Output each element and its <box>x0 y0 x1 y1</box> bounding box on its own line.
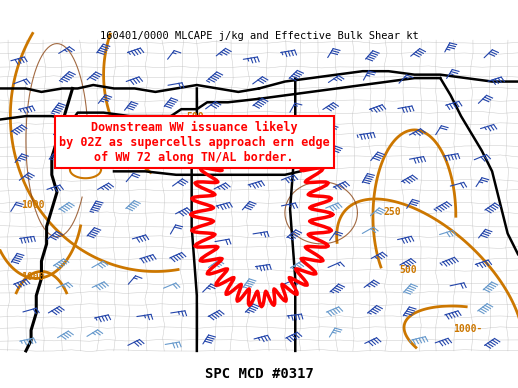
Text: SPC MCD #0317: SPC MCD #0317 <box>205 367 313 381</box>
Text: 250: 250 <box>383 206 401 217</box>
Text: 160401/0000 MLCAPE j/kg and Effective Bulk Shear kt: 160401/0000 MLCAPE j/kg and Effective Bu… <box>99 31 419 42</box>
Text: 1000: 1000 <box>21 199 44 210</box>
Text: Downstream WW issuance likely
by 02Z as supercells approach ern edge
of WW 72 al: Downstream WW issuance likely by 02Z as … <box>59 120 329 163</box>
Text: 500: 500 <box>399 265 416 275</box>
Text: 1000-: 1000- <box>453 324 483 334</box>
Text: 500-: 500- <box>186 111 210 121</box>
Text: 1000: 1000 <box>21 272 44 282</box>
Text: 250: 250 <box>80 118 98 128</box>
